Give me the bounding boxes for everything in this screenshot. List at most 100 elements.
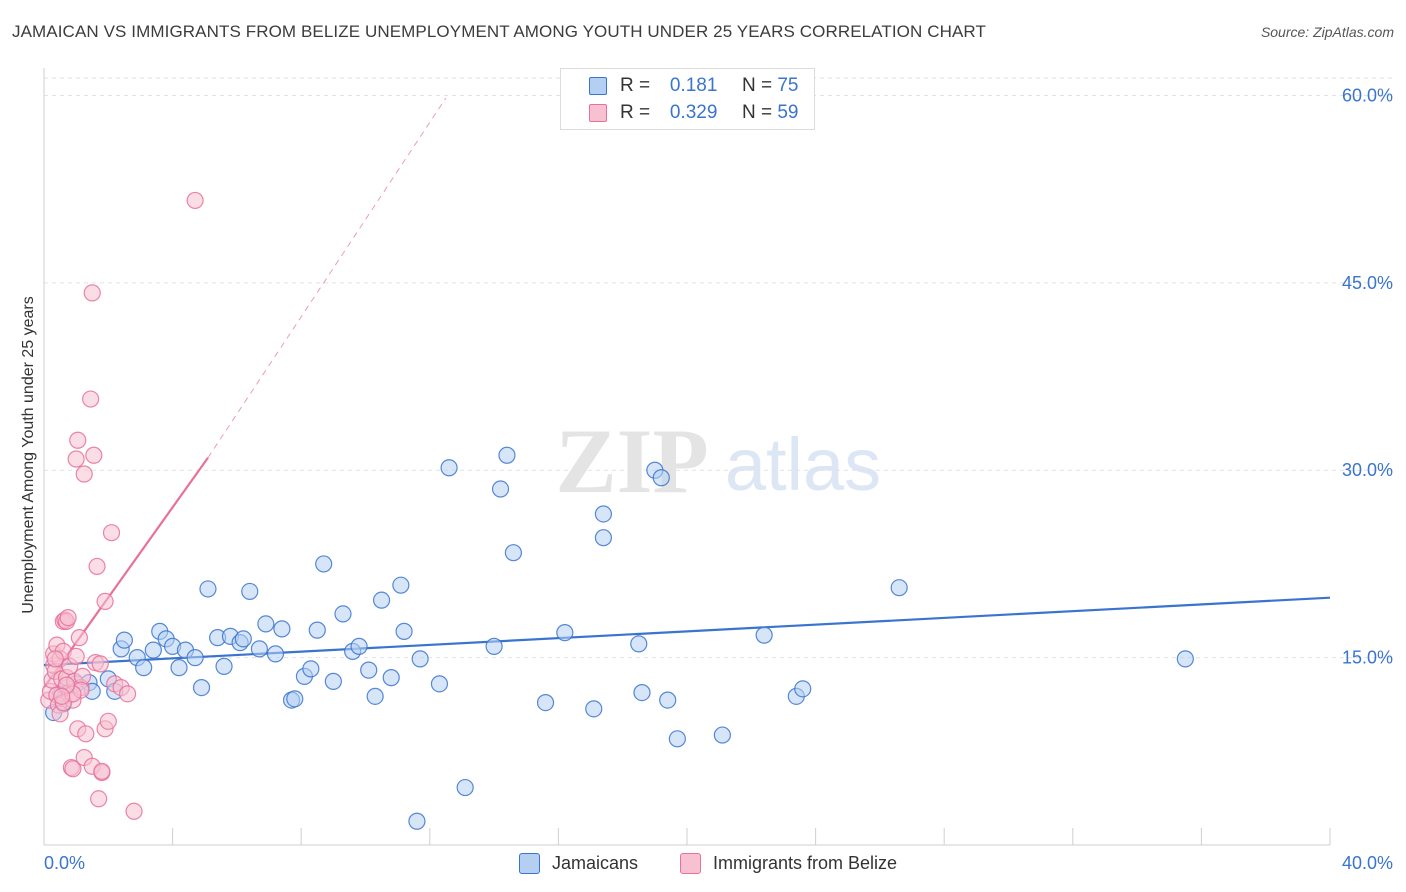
point-jamaicans (266, 645, 285, 663)
y-tick-label: 30.0% (1342, 460, 1393, 480)
n-label: N = (741, 102, 773, 123)
point-jamaicans (585, 700, 603, 718)
watermark-atlas: atlas (725, 423, 881, 506)
point-belize (93, 762, 111, 780)
bottom-legend-swatch-belize (680, 853, 701, 874)
point-jamaicans (890, 579, 908, 597)
point-jamaicans (366, 687, 384, 705)
point-jamaicans (315, 555, 333, 573)
point-belize (59, 609, 77, 627)
point-jamaicans (491, 480, 510, 498)
point-jamaicans (498, 446, 516, 464)
source-credit: Source: ZipAtlas.com (1260, 24, 1394, 40)
point-jamaicans (652, 469, 670, 487)
point-belize (67, 647, 85, 665)
r-label: R = (620, 102, 651, 123)
x-tick-label-min: 0.0% (44, 853, 85, 873)
point-jamaicans (115, 631, 133, 649)
point-belize (88, 557, 106, 576)
point-jamaicans (504, 544, 522, 562)
n-value-belize: 59 (777, 102, 799, 123)
point-jamaicans (630, 635, 648, 653)
point-jamaicans (713, 726, 731, 744)
y-axis-label: Unemployment Among Youth under 25 years (20, 296, 37, 614)
bottom-legend-swatch-jamaicans (519, 853, 540, 874)
point-belize (67, 450, 85, 468)
point-belize (64, 760, 82, 778)
point-jamaicans (257, 615, 275, 633)
point-jamaicans (302, 660, 320, 678)
point-belize (102, 524, 121, 542)
point-jamaicans (360, 661, 378, 679)
point-jamaicans (192, 679, 211, 697)
point-jamaicans (594, 505, 613, 523)
point-jamaicans (536, 693, 555, 712)
point-belize (83, 284, 101, 302)
point-jamaicans (324, 672, 342, 690)
y-tick-label: 15.0% (1342, 648, 1393, 668)
point-jamaicans (594, 529, 613, 547)
point-jamaicans (755, 626, 773, 644)
point-belize (75, 465, 93, 483)
grid-lines (44, 77, 1394, 659)
bottom-legend-label-belize: Immigrants from Belize (713, 853, 898, 873)
x-tick-label-max: 40.0% (1342, 853, 1393, 873)
r-value-belize: 0.329 (669, 102, 718, 123)
point-jamaicans (334, 605, 352, 623)
point-belize (125, 802, 143, 820)
data-points (40, 191, 1194, 830)
point-jamaicans (350, 637, 368, 655)
point-belize (118, 685, 137, 703)
point-jamaicans (1176, 650, 1194, 668)
n-value-jamaicans: 75 (777, 75, 799, 96)
point-jamaicans (440, 459, 458, 477)
point-belize (69, 431, 87, 449)
legend-swatch-jamaicans (589, 77, 607, 95)
point-belize (186, 191, 204, 210)
point-jamaicans (273, 620, 291, 638)
point-jamaicans (456, 778, 474, 797)
y-tick-label: 45.0% (1342, 273, 1393, 293)
point-jamaicans (668, 730, 686, 748)
point-jamaicans (794, 680, 812, 698)
point-belize (53, 687, 71, 705)
point-jamaicans (186, 649, 204, 667)
point-jamaicans (144, 641, 162, 659)
trend-extension-belize (207, 97, 447, 459)
point-belize (77, 725, 95, 743)
point-jamaicans (241, 582, 259, 601)
point-jamaicans (215, 657, 233, 675)
r-value-jamaicans: 0.181 (669, 75, 718, 96)
n-label: N = (741, 75, 773, 96)
y-tick-label: 60.0% (1342, 85, 1393, 105)
point-jamaicans (411, 650, 429, 668)
point-jamaicans (372, 591, 391, 609)
bottom-legend-label-jamaicans: Jamaicans (552, 853, 639, 873)
point-belize (96, 592, 114, 611)
point-jamaicans (392, 576, 410, 594)
point-jamaicans (382, 669, 400, 687)
point-jamaicans (199, 580, 217, 598)
point-jamaicans (556, 624, 574, 642)
r-label: R = (620, 75, 651, 96)
point-jamaicans (286, 690, 304, 708)
point-belize (99, 712, 117, 730)
axes (43, 68, 1331, 846)
point-jamaicans (395, 622, 413, 640)
legend-swatch-belize (589, 104, 607, 122)
point-belize (85, 446, 103, 464)
point-jamaicans (659, 691, 677, 709)
point-belize (70, 629, 88, 647)
point-jamaicans (308, 621, 326, 639)
trend-lines (43, 97, 1331, 689)
point-jamaicans (250, 640, 269, 658)
point-jamaicans (170, 659, 188, 677)
tick-labels: 15.0% 30.0% 45.0% 60.0% 0.0% 40.0% (44, 85, 1393, 873)
point-belize (90, 790, 108, 808)
watermark: ZIP atlas (555, 410, 881, 512)
chart-title: JAMAICAN VS IMMIGRANTS FROM BELIZE UNEMP… (12, 22, 986, 41)
point-belize (46, 650, 64, 668)
point-jamaicans (430, 675, 449, 693)
point-belize (82, 390, 100, 408)
